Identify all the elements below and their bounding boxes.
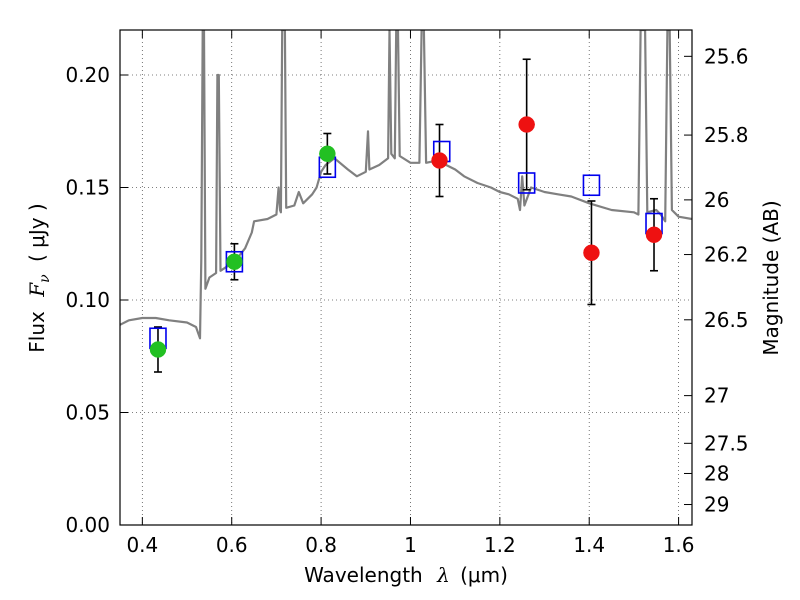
x-axis-label-symbol: λ [436, 563, 450, 587]
x-tick-label: 1.4 [573, 533, 605, 557]
mag-tick-label: 28 [704, 461, 729, 485]
x-tick-label: 1.2 [484, 533, 516, 557]
x-axis-label-unit: (μm) [460, 563, 508, 587]
x-axis-label: Wavelength λ (μm) [304, 563, 508, 587]
y-tick-label: 0.05 [65, 401, 110, 425]
mag-tick-label: 26.5 [704, 308, 749, 332]
photometry-points [149, 58, 663, 373]
axis-ticks: 0.4 0.6 0.8 1 1.2 1.4 1.6 0.00 0.05 0.10 0.15 0.20 2… [65, 30, 749, 557]
model-flux-square [582, 174, 601, 197]
y-axis-label: Flux Fν ( μJy ) [25, 203, 54, 352]
y-tick-label: 0.10 [65, 288, 110, 312]
x-tick-label: 1 [404, 533, 417, 557]
mag-tick-label: 26 [704, 188, 729, 212]
x-tick-label: 0.8 [305, 533, 337, 557]
observed-flux-point [583, 244, 600, 261]
mag-tick-label: 27 [704, 384, 729, 408]
mag-tick-label: 27.5 [704, 431, 749, 455]
mag-tick-label: 25.8 [704, 123, 749, 147]
mag-tick-label: 26.2 [704, 243, 749, 267]
observed-flux-point [319, 145, 336, 162]
observed-flux-point [226, 253, 243, 270]
observed-flux-point [518, 116, 535, 133]
x-tick-label: 0.6 [216, 533, 248, 557]
x-tick-label: 1.6 [663, 533, 695, 557]
observed-flux-point [149, 341, 167, 358]
x-axis-label-text: Wavelength [304, 563, 423, 587]
y-tick-label: 0.00 [65, 513, 110, 537]
model-spectrum [120, 30, 692, 340]
x-tick-label: 0.4 [126, 533, 158, 557]
observed-flux-point [431, 152, 448, 169]
y-axis-label-unit: ( μJy ) [25, 203, 49, 262]
spectrum-line [120, 30, 692, 340]
y-axis-label-text: Flux [25, 311, 49, 353]
y2-axis-label: Magnitude (AB) [759, 200, 783, 355]
model-flux-square [517, 172, 536, 194]
y-axis-label-symbol: F [25, 282, 49, 298]
mag-tick-label: 29 [704, 493, 729, 517]
y-tick-label: 0.20 [65, 63, 110, 87]
observed-flux-point [645, 226, 663, 243]
mag-tick-label: 25.6 [704, 44, 749, 68]
y-tick-label: 0.15 [65, 176, 110, 200]
plot-frame [119, 29, 693, 526]
y-axis-label-subscript: ν [37, 274, 53, 283]
